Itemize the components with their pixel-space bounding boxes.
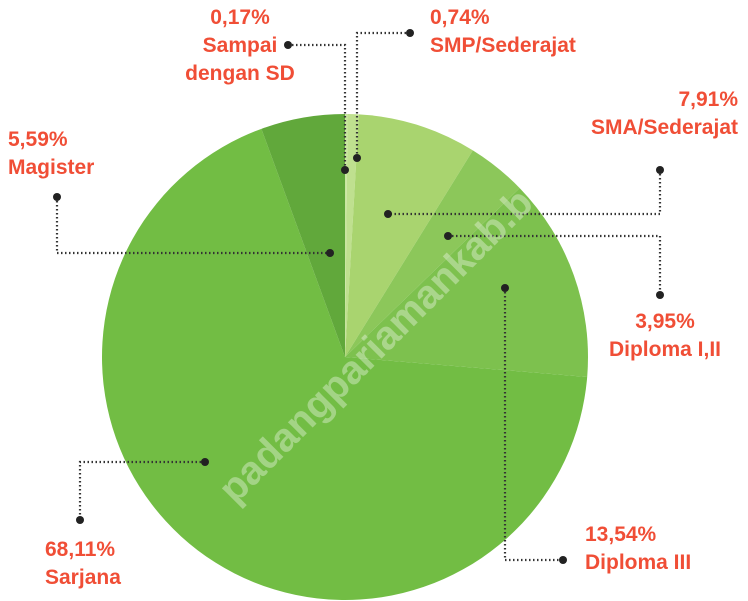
leader-dot xyxy=(326,249,334,257)
category-label: Diploma III xyxy=(585,551,692,574)
value-label: 3,95% xyxy=(635,310,695,333)
category-label: SMP/Sederajat xyxy=(430,34,576,57)
value-label: 7,91% xyxy=(678,88,738,111)
value-label: 68,11% xyxy=(45,538,116,561)
leader-dot xyxy=(444,232,452,240)
pie-slice xyxy=(102,128,588,600)
label-group: 68,11% Sarjana xyxy=(45,536,121,592)
leader-dot xyxy=(656,166,664,174)
leader-dot xyxy=(201,458,209,466)
label-group: 13,54% Diploma III xyxy=(585,521,691,577)
pie-slice xyxy=(345,150,520,357)
value-label: 5,59% xyxy=(8,128,68,151)
category-label: Diploma I,II xyxy=(608,338,721,361)
value-label: 0,74% xyxy=(430,6,490,29)
leader-dot xyxy=(501,284,509,292)
leader-line xyxy=(388,170,662,216)
pie-slice xyxy=(261,114,345,357)
leader-dot xyxy=(656,291,664,299)
pie-slice xyxy=(345,114,473,357)
label-group: 3,95% Diploma I,II xyxy=(595,308,735,364)
pie-slice xyxy=(345,114,348,357)
leader-dot xyxy=(353,154,361,162)
leader-dot xyxy=(384,210,392,218)
leader-line xyxy=(55,197,330,255)
leader-dot xyxy=(76,516,84,524)
label-group: 5,59% Magister xyxy=(8,126,94,182)
leader-dot xyxy=(559,556,567,564)
leader-line xyxy=(78,460,205,520)
leader-line xyxy=(355,31,410,158)
leader-line xyxy=(448,234,662,295)
category-label: Magister xyxy=(8,156,95,179)
leader-dot xyxy=(284,41,292,49)
category-label: SMA/Sederajat xyxy=(590,116,738,139)
leader-dot xyxy=(406,29,414,37)
leader-line xyxy=(288,43,347,170)
leader-dot xyxy=(341,166,349,174)
leader-dot xyxy=(53,193,61,201)
pie-slice xyxy=(345,188,588,377)
category-label: Sarjana xyxy=(45,566,121,589)
category-label: Sampai dengan SD xyxy=(185,34,295,85)
value-label: 13,54% xyxy=(585,523,657,546)
value-label: 0,17% xyxy=(210,6,270,29)
label-group: 0,74% SMP/Sederajat xyxy=(430,4,576,60)
label-group: 7,91% SMA/Sederajat xyxy=(591,86,738,142)
pie-slice xyxy=(345,114,359,358)
leader-line xyxy=(503,288,563,562)
label-group: 0,17% Sampai dengan SD xyxy=(185,4,295,88)
